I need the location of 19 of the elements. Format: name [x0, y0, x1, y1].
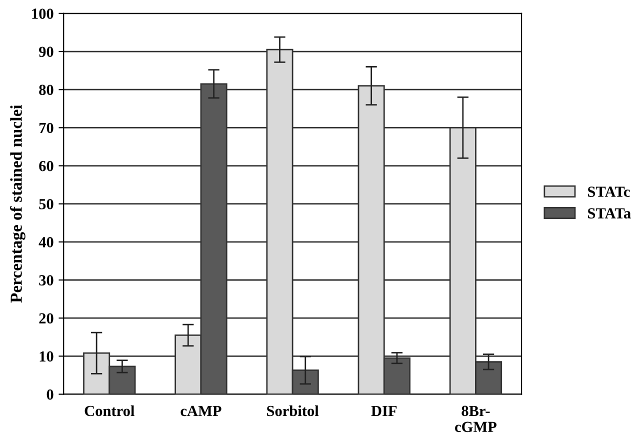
y-tick-label: 90 [39, 46, 54, 57]
legend-label: STATa [588, 208, 631, 219]
y-tick-label: 40 [38, 237, 54, 248]
y-tick-label: 100 [32, 8, 54, 19]
x-tick-label: Sorbitol [267, 405, 319, 416]
y-tick-label: 30 [39, 275, 54, 286]
x-tick-label: Control [84, 405, 134, 416]
y-tick-label: 80 [39, 84, 54, 96]
y-tick-label: 70 [39, 122, 54, 134]
x-tick-label: cAMP [180, 406, 222, 416]
x-tick-label: DIF [371, 406, 397, 416]
x-tick-label: 8Br- cGMP [455, 406, 497, 432]
y-axis-title: Percentage of stained nuclei [10, 104, 26, 303]
y-tick-label: 50 [39, 198, 54, 210]
y-tick-label: 20 [39, 313, 54, 324]
y-tick-label: 10 [40, 351, 54, 362]
y-tick-label: 60 [39, 160, 54, 172]
y-tick-label: 0 [46, 389, 54, 400]
legend-label: STATc [588, 186, 630, 197]
